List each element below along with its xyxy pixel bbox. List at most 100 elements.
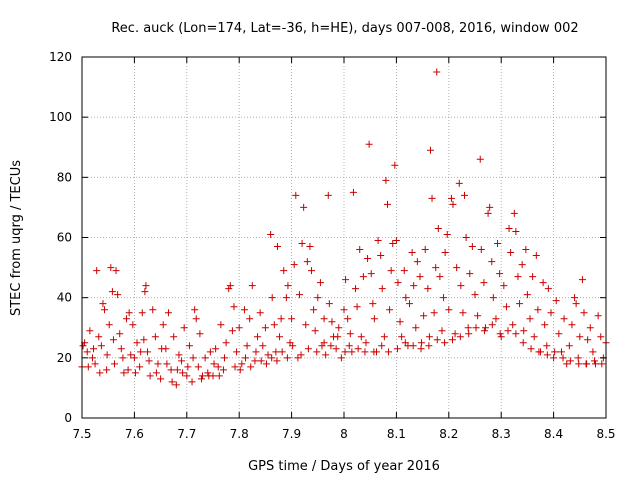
- data-point: [374, 237, 382, 245]
- data-point: [519, 339, 527, 347]
- data-point: [586, 324, 594, 332]
- data-point: [131, 369, 139, 377]
- data-point: [547, 309, 555, 317]
- data-point: [303, 258, 311, 266]
- data-point: [108, 288, 116, 296]
- data-point: [235, 324, 243, 332]
- data-point: [146, 372, 154, 380]
- data-point: [461, 191, 469, 199]
- x-tick-label: 8.3: [492, 427, 511, 441]
- data-point: [277, 315, 285, 323]
- data-point: [434, 224, 442, 232]
- data-point: [346, 330, 354, 338]
- data-point: [481, 324, 489, 332]
- data-point: [502, 303, 510, 311]
- data-point: [465, 330, 473, 338]
- data-point: [370, 315, 378, 323]
- data-point: [196, 330, 204, 338]
- data-point: [576, 333, 584, 341]
- x-tick-label: 8.5: [596, 427, 615, 441]
- data-point: [500, 282, 508, 290]
- data-point: [529, 273, 537, 281]
- y-axis-title: STEC from uqrg / TECUs: [9, 160, 24, 316]
- data-point: [393, 345, 401, 353]
- data-point: [320, 339, 328, 347]
- data-point: [357, 333, 365, 341]
- data-point: [589, 348, 597, 356]
- data-point: [425, 342, 433, 350]
- data-point: [418, 339, 426, 347]
- data-point: [214, 363, 222, 371]
- data-point: [95, 333, 103, 341]
- data-point: [565, 342, 573, 350]
- data-point: [356, 246, 364, 254]
- data-point: [441, 339, 449, 347]
- data-point: [184, 363, 192, 371]
- data-point: [380, 333, 388, 341]
- data-point: [114, 291, 122, 299]
- data-point: [342, 276, 350, 284]
- data-point: [300, 203, 308, 211]
- data-point: [512, 330, 520, 338]
- data-point: [488, 258, 496, 266]
- data-point: [93, 267, 101, 275]
- data-point: [254, 333, 262, 341]
- data-point: [598, 360, 606, 368]
- data-point: [433, 68, 441, 76]
- data-point: [541, 321, 549, 329]
- data-point: [474, 312, 482, 320]
- data-point: [426, 146, 434, 154]
- data-point: [560, 315, 568, 323]
- x-tick-label: 7.7: [177, 427, 196, 441]
- data-point: [205, 372, 213, 380]
- data-point: [238, 360, 246, 368]
- data-point: [105, 321, 113, 329]
- x-tick-label: 7.5: [72, 427, 91, 441]
- data-point: [149, 306, 157, 314]
- data-point: [455, 179, 463, 187]
- data-point: [480, 279, 488, 287]
- data-point: [163, 360, 171, 368]
- data-point: [348, 348, 356, 356]
- data-point: [188, 378, 196, 386]
- data-point: [349, 188, 357, 196]
- data-point: [141, 288, 149, 296]
- data-point: [392, 237, 400, 245]
- data-point: [180, 324, 188, 332]
- data-point: [523, 291, 531, 299]
- data-point: [337, 354, 345, 362]
- data-point: [110, 360, 118, 368]
- data-point: [594, 312, 602, 320]
- data-point: [325, 300, 333, 308]
- data-point: [412, 324, 420, 332]
- data-point: [512, 227, 520, 235]
- data-point: [328, 318, 336, 326]
- data-point: [509, 321, 517, 329]
- y-tick-label: 40: [57, 291, 72, 305]
- data-point: [204, 369, 212, 377]
- chart-title: Rec. auck (Lon=174, Lat=-36, h=HE), days…: [111, 21, 578, 36]
- data-point: [194, 363, 202, 371]
- data-point: [189, 354, 197, 362]
- data-point: [544, 285, 552, 293]
- data-point: [210, 360, 218, 368]
- data-point: [430, 309, 438, 317]
- data-point: [352, 285, 360, 293]
- data-point: [264, 351, 272, 359]
- data-point: [551, 348, 559, 356]
- data-point: [488, 321, 496, 329]
- data-point: [578, 276, 586, 284]
- data-point: [505, 224, 513, 232]
- data-point: [550, 354, 558, 362]
- data-point: [486, 203, 494, 211]
- data-point: [370, 348, 378, 356]
- data-point: [103, 366, 111, 374]
- data-point: [261, 324, 269, 332]
- data-point: [322, 351, 330, 359]
- data-point: [459, 309, 467, 317]
- data-point: [345, 342, 353, 350]
- data-point: [453, 264, 461, 272]
- data-point: [522, 246, 530, 254]
- data-point: [480, 327, 488, 335]
- data-point: [222, 339, 230, 347]
